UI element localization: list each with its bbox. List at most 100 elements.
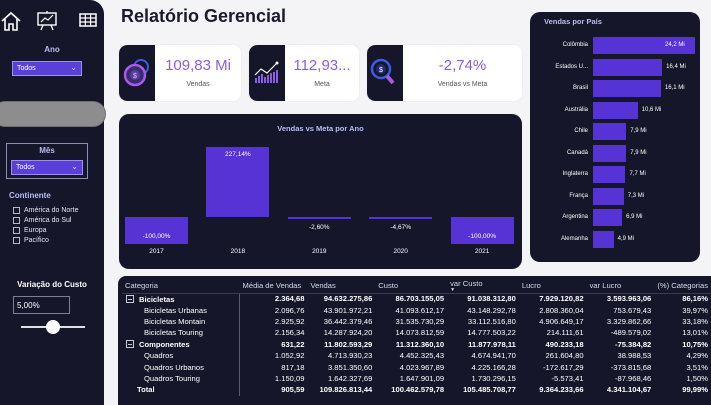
column-header-label: Vendas xyxy=(310,280,336,290)
sort-descending-icon: ▼ xyxy=(450,286,456,293)
checkbox[interactable] xyxy=(13,216,20,224)
continente-option[interactable]: Pacífico xyxy=(13,235,49,245)
table-cell: 3.851.350,60 xyxy=(307,361,375,372)
table-cell: -75.384,82 xyxy=(587,339,655,350)
cell-value: -373.815,68 xyxy=(610,362,652,372)
data-label: -4,67% xyxy=(390,224,411,231)
cell-value: 631,22 xyxy=(281,339,305,349)
bar-country[interactable] xyxy=(593,123,627,140)
table-cell: 817,18 xyxy=(240,361,308,372)
table-cell: 10,75% xyxy=(654,339,711,350)
cell-value: 7.929.120,82 xyxy=(539,294,584,304)
variacao-custo-input[interactable]: 5,00% xyxy=(13,296,70,314)
page-title: Relatório Gerencial xyxy=(121,6,287,26)
cell-value: 99,99% xyxy=(682,385,708,395)
collapsed-panel-bar[interactable] xyxy=(0,101,106,127)
data-label: 10,6 Mi xyxy=(641,106,662,113)
table-cell: 14.287.924,20 xyxy=(307,327,375,338)
table-cell: 490.233,18 xyxy=(519,339,587,350)
cell-value: 33.112.516,80 xyxy=(467,316,516,326)
column-header[interactable]: Vendas xyxy=(307,278,376,294)
data-label: -100,00% xyxy=(468,233,496,240)
bar-country[interactable] xyxy=(593,144,627,162)
checkbox[interactable] xyxy=(13,236,20,244)
column-header[interactable]: Média de Vendas xyxy=(239,278,308,294)
table-cell: 86,16% xyxy=(654,293,711,304)
cell-value: 4.341.104,67 xyxy=(606,385,652,395)
column-header[interactable]: var Lucro xyxy=(586,278,655,294)
table-cell: 1.647.901,09 xyxy=(375,373,447,384)
column-header[interactable]: Custo xyxy=(375,278,448,294)
table-cell: 4.906.649,17 xyxy=(519,316,587,327)
mes-label: Mês xyxy=(39,146,55,155)
cell-value: 33,18% xyxy=(682,316,708,326)
table-cell: 3.593.963,06 xyxy=(587,293,655,304)
table-cell: Bicicletas Touring xyxy=(122,327,241,339)
cell-value: 2.364,68 xyxy=(274,294,305,304)
table-cell: 100.462.579,78 xyxy=(375,384,447,395)
cell-value: -5.573,41 xyxy=(551,373,584,383)
bar-2021[interactable] xyxy=(450,217,514,244)
cell-value: 490.233,18 xyxy=(545,339,584,349)
table-cell: 105.485.708,77 xyxy=(447,384,519,395)
table-cell: -373.815,68 xyxy=(587,361,655,372)
column-header[interactable]: var Custo ▼ xyxy=(447,278,519,294)
collapse-toggle-icon[interactable] xyxy=(126,294,134,303)
table-cell: 2.096,76 xyxy=(240,304,308,315)
bar-country[interactable] xyxy=(593,209,623,226)
table-cell: 1.150,09 xyxy=(240,373,308,384)
column-header[interactable]: (%) Categorias xyxy=(654,278,711,294)
y-tick-label: Inglaterra xyxy=(562,171,588,177)
collapse-toggle-icon[interactable] xyxy=(126,340,134,349)
bar-2020[interactable] xyxy=(369,217,433,219)
variacao-custo-slider-thumb[interactable] xyxy=(46,320,60,334)
column-header-label: var Lucro xyxy=(589,280,622,290)
home-icon[interactable] xyxy=(0,10,24,34)
cell-value: -172.617,29 xyxy=(543,362,584,372)
option-label: Europa xyxy=(24,226,47,234)
presentation-chart-icon[interactable] xyxy=(36,10,60,34)
table-row: Bicicletas Urbanas 2.096,76 43.901.972,21 4… xyxy=(122,304,711,316)
table-cell: -489.579,02 xyxy=(587,327,655,338)
ano-dropdown[interactable]: Todos ⌄ xyxy=(12,61,82,76)
data-label: 24,2 Mi xyxy=(665,42,685,48)
table-cell: 4.341.104,67 xyxy=(587,384,655,395)
column-header[interactable]: Lucro xyxy=(518,278,587,294)
bar-country[interactable] xyxy=(593,166,626,183)
mes-dropdown[interactable]: Todos ⌄ xyxy=(11,160,83,175)
table-cell: 39,97% xyxy=(654,304,711,315)
bar-2019[interactable] xyxy=(287,217,351,219)
checkbox[interactable] xyxy=(13,226,20,234)
bar-2017[interactable] xyxy=(125,217,188,244)
continente-option[interactable]: Europa xyxy=(13,225,47,235)
cell-value: 3.593.963,06 xyxy=(606,294,652,304)
bar-country[interactable] xyxy=(593,58,663,76)
table-grid-icon[interactable] xyxy=(78,10,102,34)
data-label: 7,9 Mi xyxy=(630,128,647,134)
continente-option[interactable]: América do Sul xyxy=(13,215,71,225)
continente-option[interactable]: América do Norte xyxy=(13,205,78,215)
bar-country[interactable] xyxy=(593,230,614,248)
x-tick-label: 2018 xyxy=(230,248,246,255)
bar-country[interactable] xyxy=(593,37,695,54)
column-header[interactable]: Categoria xyxy=(122,278,240,294)
cell-value: 10,75% xyxy=(682,339,708,349)
cell-value: 1.730.296,15 xyxy=(471,373,516,383)
cell-value: 13,01% xyxy=(682,328,708,338)
bar-country[interactable] xyxy=(593,80,661,97)
bar-country[interactable] xyxy=(593,187,624,205)
cell-value: 3,51% xyxy=(686,362,708,372)
table-row: Bicicletas 2.364,68 94.632.275,86 86.703.15… xyxy=(122,293,711,305)
bar-2018[interactable] xyxy=(206,147,270,217)
bar-country[interactable] xyxy=(593,101,638,119)
sidebar: Ano Todos ⌄ Mês Todos ⌄ Continente Améri… xyxy=(0,0,106,405)
cell-value: 1.647.901,09 xyxy=(399,373,445,383)
cell-value: 4.674.941,70 xyxy=(471,351,516,361)
table-cell: 13,01% xyxy=(654,327,711,338)
kpi-value: 112,93... xyxy=(293,57,351,74)
cell-value: 4.023.967,89 xyxy=(399,362,445,372)
kpi-card-meta: 112,93... Meta xyxy=(249,45,359,101)
table-cell: 4.713.930,23 xyxy=(307,350,375,361)
table-cell: 905,59 xyxy=(240,384,308,395)
checkbox[interactable] xyxy=(13,206,20,214)
